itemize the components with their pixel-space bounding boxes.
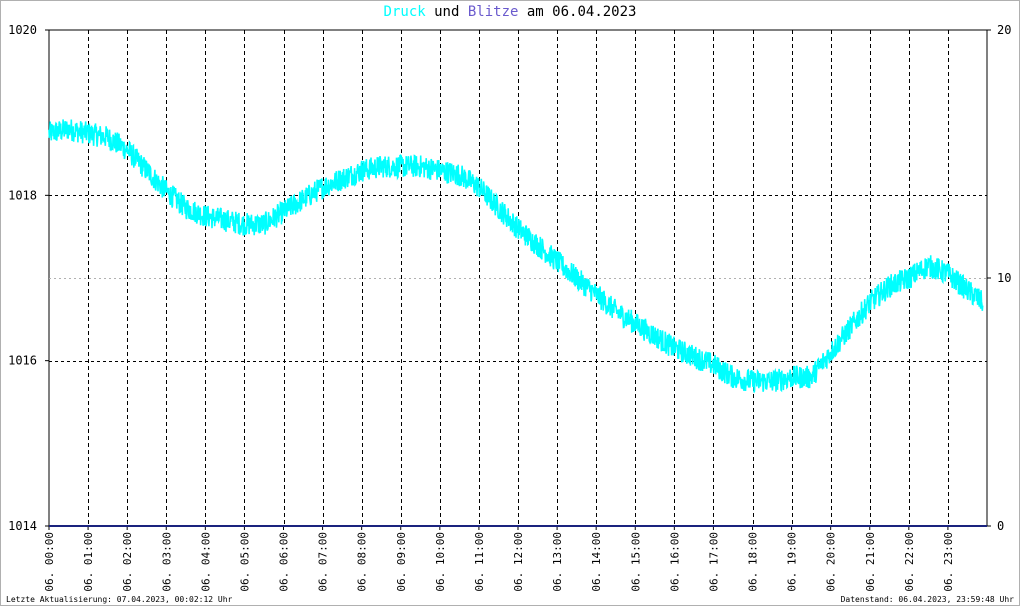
x-tick-label: 06. 19:00 <box>786 532 799 592</box>
x-tick-label: 06. 22:00 <box>903 532 916 592</box>
x-tick-label: 06. 14:00 <box>590 532 603 592</box>
footer-last-update: Letzte Aktualisierung: 07.04.2023, 00:02… <box>6 595 233 604</box>
x-tick-label: 06. 16:00 <box>668 532 681 592</box>
y-left-tick-label: 1018 <box>8 188 37 202</box>
x-tick-label: 06. 04:00 <box>199 532 212 592</box>
title-date: 06.04.2023 <box>552 4 637 20</box>
x-tick-label: 06. 13:00 <box>551 532 564 592</box>
chart-title: Druck und Blitze am 06.04.2023 <box>0 4 1020 20</box>
x-tick-label: 06. 06:00 <box>278 532 291 592</box>
title-series2: Blitze <box>467 4 519 20</box>
title-connector1: und <box>434 4 460 20</box>
x-tick-label: 06. 00:00 <box>43 532 56 592</box>
y-right-tick-label: 10 <box>997 271 1011 285</box>
y-left-tick-label: 1016 <box>8 354 37 368</box>
title-connector2: am <box>526 4 544 20</box>
x-tick-label: 06. 08:00 <box>356 532 369 592</box>
x-tick-label: 06. 12:00 <box>512 532 525 592</box>
x-tick-label: 06. 18:00 <box>747 532 760 592</box>
series-line-druck <box>48 119 984 393</box>
x-tick-label: 06. 07:00 <box>317 532 330 592</box>
y-left-tick-label: 1020 <box>8 23 37 37</box>
x-tick-label: 06. 20:00 <box>825 532 838 592</box>
y-left-tick-label: 1014 <box>8 519 37 533</box>
x-tick-label: 06. 17:00 <box>707 532 720 592</box>
x-tick-label: 06. 03:00 <box>160 532 173 592</box>
x-tick-label: 06. 21:00 <box>864 532 877 592</box>
x-tick-label: 06. 23:00 <box>942 532 955 592</box>
y-right-tick-label: 0 <box>997 519 1004 533</box>
y-right-tick-label: 20 <box>997 23 1011 37</box>
x-tick-label: 06. 10:00 <box>434 532 447 592</box>
x-tick-label: 06. 02:00 <box>121 532 134 592</box>
x-tick-label: 06. 01:00 <box>82 532 95 592</box>
footer-data-state: Datenstand: 06.04.2023, 23:59:48 Uhr <box>840 595 1014 604</box>
x-tick-label: 06. 09:00 <box>395 532 408 592</box>
title-series1: Druck <box>383 4 426 20</box>
x-tick-label: 06. 11:00 <box>473 532 486 592</box>
x-tick-label: 06. 05:00 <box>238 532 251 592</box>
x-tick-label: 06. 15:00 <box>629 532 642 592</box>
